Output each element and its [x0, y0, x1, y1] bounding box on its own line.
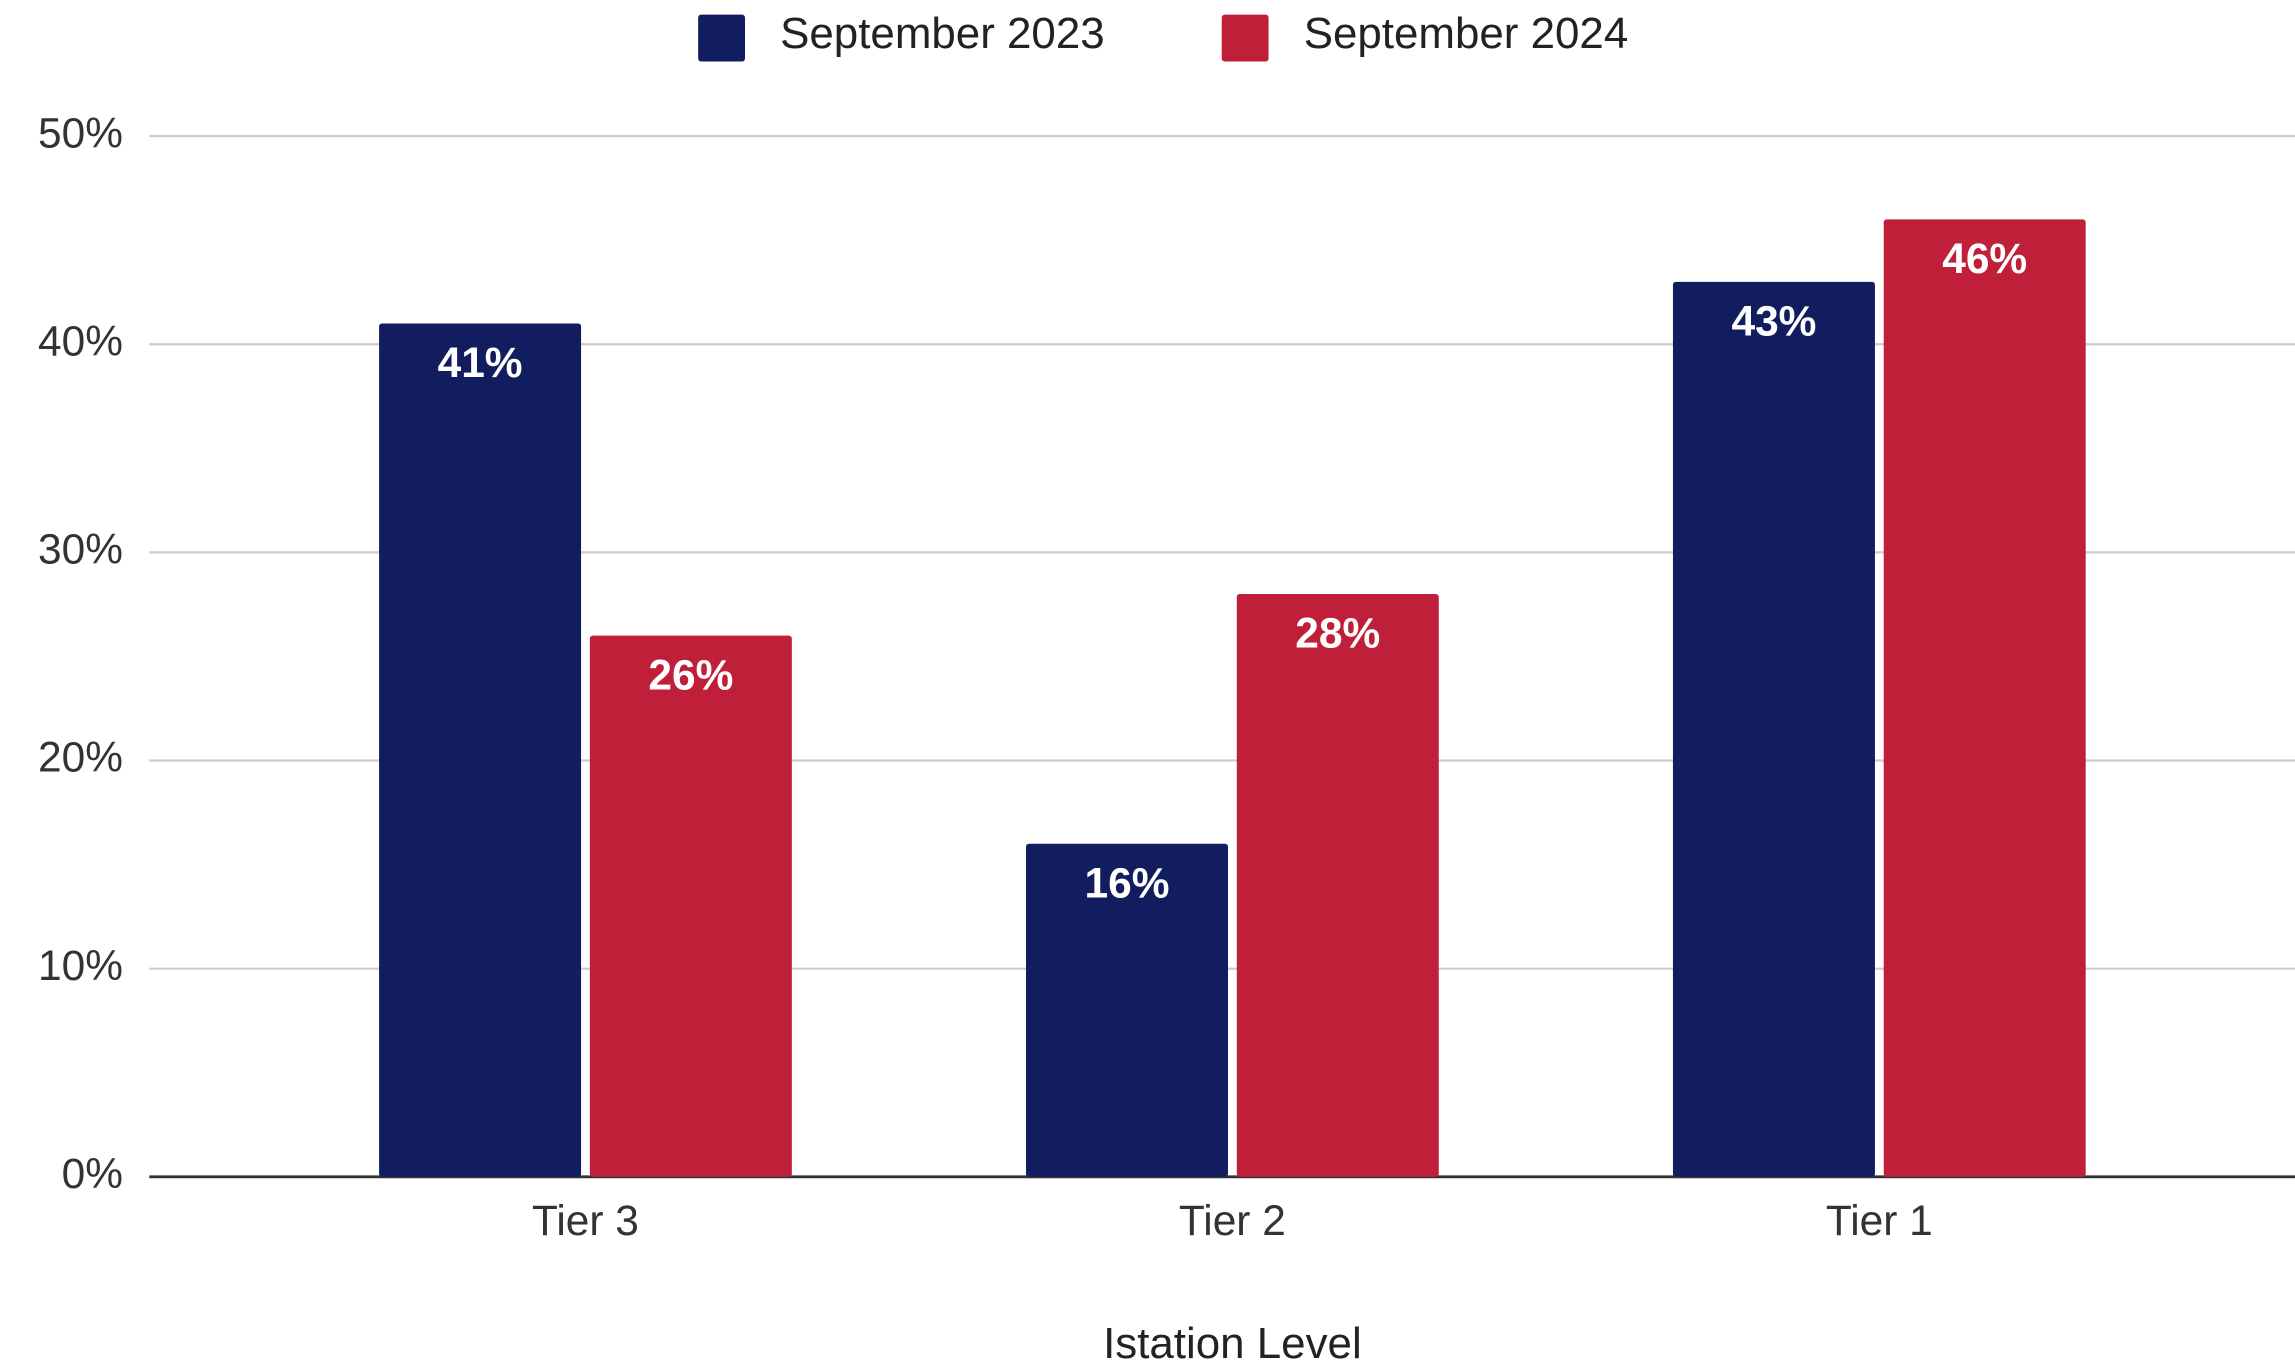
y-tick-label: 0%	[62, 1150, 123, 1197]
bar	[1883, 219, 2086, 1177]
data-label: 16%	[1085, 859, 1170, 906]
legend-label: September 2024	[1304, 9, 1629, 58]
x-tick-label: Tier 1	[1826, 1197, 1933, 1244]
y-tick-label: 20%	[38, 734, 123, 781]
bar	[589, 635, 792, 1177]
x-tick-label: Tier 3	[532, 1197, 639, 1244]
legend-swatch	[1221, 14, 1269, 62]
x-tick-label: Tier 2	[1179, 1197, 1286, 1244]
bar	[379, 323, 582, 1177]
y-tick-label: 30%	[38, 526, 123, 573]
bar	[1236, 594, 1439, 1177]
legend-label: September 2023	[780, 9, 1105, 58]
y-tick-label: 50%	[38, 109, 123, 156]
y-tick-label: 10%	[38, 942, 123, 989]
x-axis-title: Istation Level	[1103, 1319, 1362, 1368]
data-label: 26%	[648, 651, 733, 698]
y-tick-label: 40%	[38, 317, 123, 364]
data-label: 43%	[1731, 297, 1816, 344]
data-label: 28%	[1295, 610, 1380, 657]
data-label: 46%	[1942, 235, 2027, 282]
bar	[1026, 843, 1229, 1177]
data-label: 41%	[438, 339, 523, 386]
legend-swatch	[698, 14, 745, 62]
bar	[1672, 281, 1875, 1177]
